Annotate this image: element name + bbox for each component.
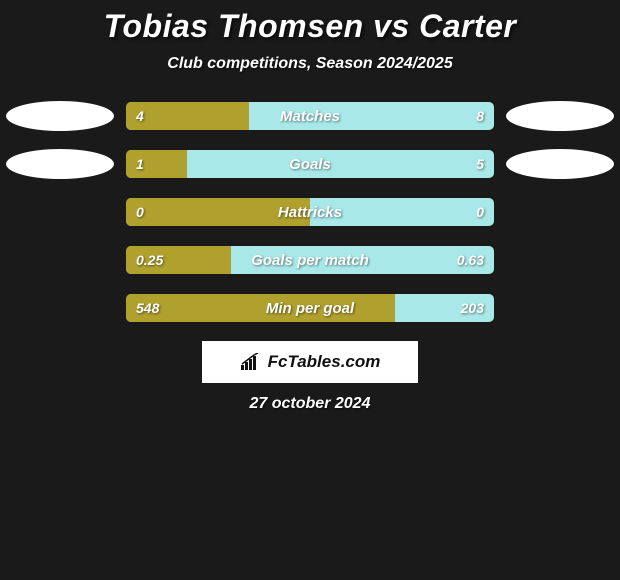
- stat-bar: 0Hattricks0: [126, 198, 494, 226]
- logo-text: FcTables.com: [268, 352, 381, 372]
- stat-row: 0.25Goals per match0.63: [0, 245, 620, 275]
- stat-value-right: 5: [476, 150, 484, 178]
- stat-value-left: 548: [136, 294, 159, 322]
- player-left-badge: [6, 101, 114, 131]
- stat-bar-left-fill: [126, 198, 310, 226]
- page-subtitle: Club competitions, Season 2024/2025: [0, 55, 620, 73]
- stat-value-left: 0.25: [136, 246, 163, 274]
- spacer: [6, 245, 114, 275]
- logo-badge[interactable]: FcTables.com: [202, 341, 418, 383]
- stat-value-right: 0.63: [457, 246, 484, 274]
- stat-row: 0Hattricks0: [0, 197, 620, 227]
- stat-value-left: 4: [136, 102, 144, 130]
- stat-value-left: 1: [136, 150, 144, 178]
- spacer: [6, 293, 114, 323]
- spacer: [506, 245, 614, 275]
- player-right-badge: [506, 101, 614, 131]
- stat-row: 548Min per goal203: [0, 293, 620, 323]
- spacer: [506, 293, 614, 323]
- comparison-widget: Tobias Thomsen vs Carter Club competitio…: [0, 0, 620, 413]
- stat-value-left: 0: [136, 198, 144, 226]
- stat-bar-left-fill: [126, 102, 249, 130]
- player-right-badge: [506, 149, 614, 179]
- stat-bar: 1Goals5: [126, 150, 494, 178]
- stat-row: 4Matches8: [0, 101, 620, 131]
- date-label: 27 october 2024: [0, 395, 620, 413]
- bar-chart-icon: [240, 353, 262, 371]
- spacer: [506, 197, 614, 227]
- stat-rows: 4Matches8 1Goals5 0Hattricks0 0.25Goals per…: [0, 101, 620, 323]
- stat-bar: 548Min per goal203: [126, 294, 494, 322]
- stat-value-right: 203: [461, 294, 484, 322]
- page-title: Tobias Thomsen vs Carter: [0, 8, 620, 45]
- stat-row: 1Goals5: [0, 149, 620, 179]
- player-left-badge: [6, 149, 114, 179]
- stat-bar: 0.25Goals per match0.63: [126, 246, 494, 274]
- stat-bar-left-fill: [126, 294, 395, 322]
- stat-value-right: 8: [476, 102, 484, 130]
- stat-value-right: 0: [476, 198, 484, 226]
- spacer: [6, 197, 114, 227]
- stat-bar: 4Matches8: [126, 102, 494, 130]
